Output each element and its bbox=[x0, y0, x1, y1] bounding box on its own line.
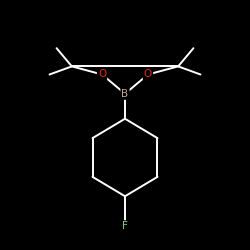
Text: F: F bbox=[122, 221, 128, 231]
Text: B: B bbox=[122, 89, 128, 99]
Text: O: O bbox=[144, 70, 152, 80]
Text: O: O bbox=[98, 70, 106, 80]
